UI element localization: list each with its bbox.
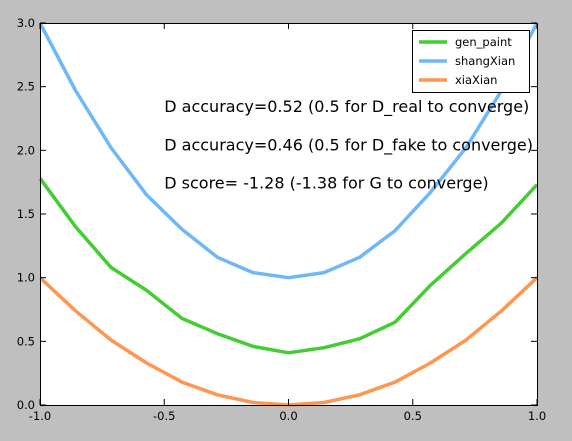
y-tick-label: 1.0 [17,271,35,285]
x-tick-label: 1.0 [528,409,546,423]
annotation-text: D accuracy=0.46 (0.5 for D_fake to conve… [164,135,533,155]
annotation-layer: D accuracy=0.52 (0.5 for D_real to conve… [164,97,533,192]
legend: gen_paint shangXian xiaXian [412,30,530,93]
series-line-gen_paint [38,177,539,355]
legend-label-shangXian: shangXian [455,54,515,68]
y-tick-label: 0.5 [17,334,35,348]
ticks-layer: -1.0 -0.5 0.0 0.5 1.0 0.0 0.5 1.0 1.5 2.0 2.5 3.0 [17,16,546,423]
y-tick-label: 3.0 [17,16,35,30]
series-line-shangXian [38,22,539,280]
y-tick-label: 0.0 [17,398,35,412]
legend-label-xiaXian: xiaXian [455,73,497,87]
y-tick-label: 2.5 [17,80,35,94]
x-tick-label: -1.0 [29,409,51,423]
annotation-text: D score= -1.28 (-1.38 for G to converge) [164,174,488,193]
legend-label-gen_paint: gen_paint [455,35,512,49]
x-tick-label: 0.5 [404,409,422,423]
y-tick-label: 1.5 [17,207,35,221]
annotation-text: D accuracy=0.52 (0.5 for D_real to conve… [164,97,529,117]
x-tick-label: 0.0 [279,409,297,423]
y-tick-label: 2.0 [17,143,35,157]
x-tick-label: -0.5 [153,409,175,423]
